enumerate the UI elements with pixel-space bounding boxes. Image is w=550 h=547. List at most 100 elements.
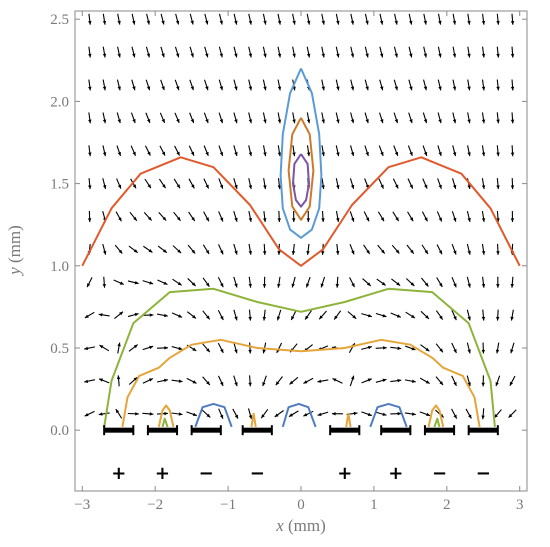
field-arrow-head <box>439 282 443 287</box>
field-arrow-head <box>132 53 136 58</box>
field-arrow-head <box>508 413 513 418</box>
field-arrow-head <box>102 86 107 91</box>
field-arrow-head <box>395 249 400 254</box>
field-arrow-head <box>191 249 196 254</box>
field-arrow-head <box>263 185 267 190</box>
field-arrow-head <box>88 152 92 157</box>
field-arrow-head <box>352 315 357 319</box>
field-arrow-head <box>379 20 384 25</box>
field-arrow-head <box>219 53 223 58</box>
field-arrow-head <box>396 282 401 286</box>
field-arrow-head <box>176 118 180 123</box>
field-arrow-head <box>336 119 340 124</box>
field-arrow-head <box>219 119 224 124</box>
field-arrow-head <box>303 380 308 384</box>
field-arrow-head <box>102 152 107 157</box>
field-arrow-head <box>291 283 295 288</box>
electrode-sign: + <box>111 463 126 484</box>
field-arrow-head <box>410 282 415 286</box>
field-arrow-head <box>509 381 514 386</box>
field-arrow-head <box>205 20 209 25</box>
field-arrow-head <box>350 152 355 157</box>
field-arrow-head <box>317 379 322 383</box>
field-arrow-head <box>132 151 136 156</box>
field-arrow-head <box>102 185 107 189</box>
field-arrow-head <box>291 251 296 255</box>
field-arrow-head <box>275 381 280 386</box>
field-arrow-head <box>510 119 515 124</box>
field-arrow-head <box>510 86 515 91</box>
field-arrow-head <box>117 53 121 58</box>
field-arrow-head <box>248 316 252 321</box>
field-arrow-head <box>248 53 253 58</box>
field-arrow-head <box>177 249 182 254</box>
field-arrow-head <box>161 20 165 25</box>
field-arrow-head <box>219 20 223 25</box>
field-arrow-head <box>394 119 399 124</box>
field-arrow-head <box>147 184 151 189</box>
field-arrow-head <box>205 119 209 124</box>
field-arrow-head <box>394 20 398 25</box>
field-arrow-head <box>317 412 322 416</box>
field-arrow-head <box>132 184 137 189</box>
field-arrow-head <box>306 20 311 25</box>
field-arrow-head <box>192 314 196 319</box>
field-arrow-head <box>453 348 457 353</box>
field-arrow-head <box>306 119 311 124</box>
field-arrow-head <box>411 379 416 383</box>
field-arrow-head <box>177 281 182 286</box>
field-arrow-head <box>277 218 281 222</box>
field-arrow-head <box>162 249 167 253</box>
field-arrow-head <box>495 349 500 354</box>
field-arrow-head <box>510 53 515 58</box>
field-arrow-head <box>277 251 281 255</box>
field-arrow-head <box>190 118 194 123</box>
field-arrow-head <box>336 20 340 25</box>
field-arrow-head <box>277 20 282 25</box>
field-arrow-head <box>321 119 325 124</box>
field-arrow-head <box>102 119 107 124</box>
field-arrow-head <box>424 282 429 287</box>
field-arrow-head <box>162 184 166 189</box>
field-arrow-head <box>248 185 253 189</box>
field-arrow-head <box>190 86 194 91</box>
field-arrow-head <box>321 218 325 222</box>
field-arrow-head <box>161 53 165 58</box>
field-arrow-head <box>367 378 372 382</box>
field-arrow-head <box>423 119 428 124</box>
field-arrow-head <box>382 313 387 318</box>
field-arrow-head <box>102 20 107 25</box>
field-arrow-head <box>467 20 471 25</box>
field-arrow-head <box>496 251 500 255</box>
field-arrow-head <box>306 53 311 58</box>
field-arrow-head <box>161 151 166 156</box>
field-arrow-head <box>423 53 428 58</box>
field-arrow-head <box>395 217 399 222</box>
field-arrow-head <box>481 349 486 354</box>
electrode-sign: − <box>199 463 214 484</box>
field-arrow-head <box>438 184 442 189</box>
field-arrow-head <box>453 414 457 419</box>
field-arrow-head <box>335 284 340 288</box>
field-arrow-head <box>119 281 124 285</box>
field-arrow-head <box>248 86 253 91</box>
field-arrow-head <box>365 53 369 58</box>
field-arrow-head <box>262 251 267 255</box>
field-arrow-head <box>178 412 183 416</box>
field-arrow-head <box>453 217 457 222</box>
field-arrow-head <box>205 151 209 156</box>
field-arrow-head <box>149 345 154 350</box>
field-arrow-head <box>331 411 336 416</box>
y-tick-label: 2.0 <box>50 94 69 110</box>
field-arrow-head <box>149 313 154 317</box>
field-arrow-head <box>409 86 413 91</box>
field-arrow-head <box>146 118 151 123</box>
field-arrow-head <box>336 185 340 189</box>
field-arrow-head <box>220 250 224 255</box>
field-arrow-head <box>496 284 500 288</box>
field-arrow-head <box>394 151 399 156</box>
field-arrow-head <box>409 53 413 58</box>
field-arrow-head <box>382 378 387 383</box>
field-arrow-head <box>510 283 514 288</box>
field-arrow-head <box>510 152 515 157</box>
